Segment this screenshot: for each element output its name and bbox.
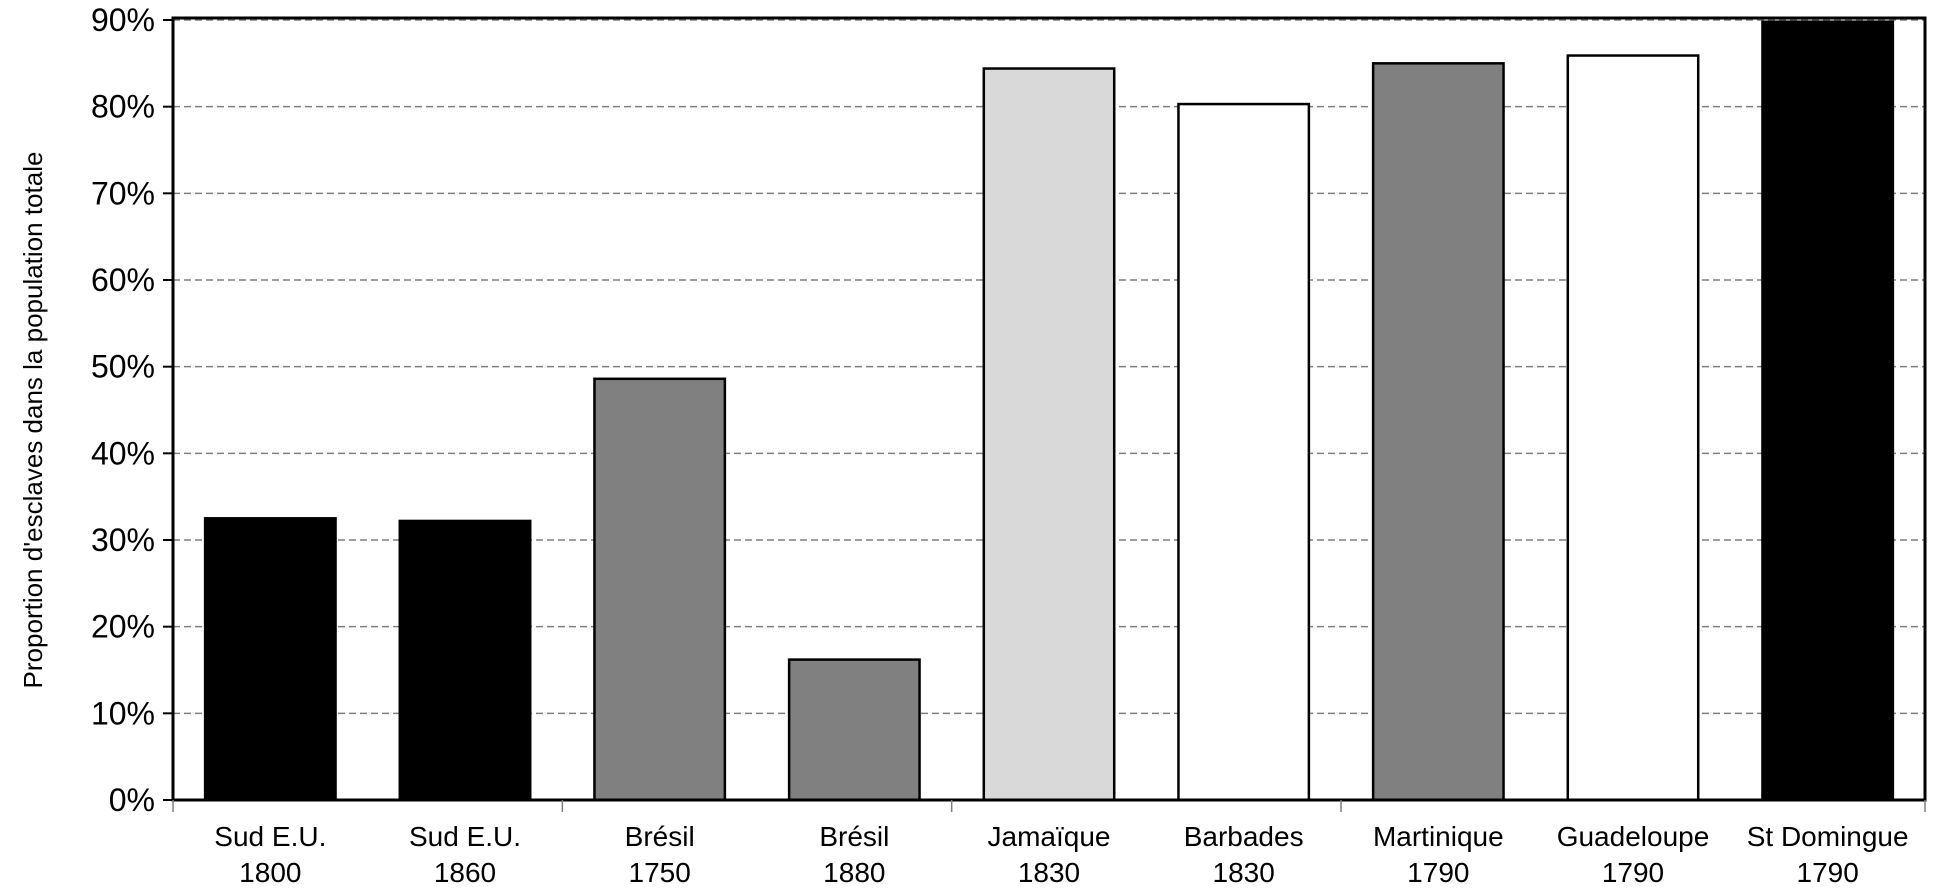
x-tick-label: 1830: [1213, 857, 1275, 888]
y-tick-label: 30%: [91, 522, 155, 558]
x-tick-label: 1790: [1407, 857, 1469, 888]
x-tick-label: 1800: [239, 857, 301, 888]
y-tick-label: 0%: [109, 782, 155, 818]
bar: [1177, 102, 1311, 802]
x-tick-label: St Domingue: [1747, 821, 1909, 852]
plot-area-border: [171, 16, 1927, 802]
x-tick-label: 1750: [629, 857, 691, 888]
y-tick-label: 50%: [91, 349, 155, 385]
y-tick-label: 40%: [91, 435, 155, 471]
x-tick-label: 1860: [434, 857, 496, 888]
x-tick-label: Jamaïque: [988, 821, 1111, 852]
x-tick-label: 1880: [823, 857, 885, 888]
x-tick-label: Barbades: [1184, 821, 1304, 852]
bar: [982, 67, 1116, 802]
bar: [1761, 20, 1895, 802]
x-tick-label: Guadeloupe: [1557, 821, 1710, 852]
bar: [398, 519, 532, 802]
y-tick-labels: 0% 10% 20% 30% 40% 50% 60% 70% 80% 90%: [91, 2, 155, 818]
bar: [1566, 54, 1700, 802]
x-tick-label: 1790: [1797, 857, 1859, 888]
x-tick-label: 1830: [1018, 857, 1080, 888]
y-tick-label: 90%: [91, 2, 155, 38]
y-tick-label: 10%: [91, 695, 155, 731]
x-tick-labels: Sud E.U. 1800 Sud E.U. 1860 Brésil 1750 Brésil…: [214, 821, 1908, 888]
x-tick-label: Brésil: [819, 821, 889, 852]
bar: [787, 658, 921, 802]
y-axis-label: Proportion d'esclaves dans la population…: [18, 152, 48, 689]
y-tick-label: 60%: [91, 262, 155, 298]
axes: [171, 16, 1927, 812]
bar: [203, 517, 337, 802]
y-tick-label: 70%: [91, 175, 155, 211]
y-tick-label: 80%: [91, 89, 155, 125]
x-tick-label: Sud E.U.: [214, 821, 326, 852]
x-tick-label: Sud E.U.: [409, 821, 521, 852]
y-tick-label: 20%: [91, 609, 155, 645]
x-tick-label: 1790: [1602, 857, 1664, 888]
bar: [1371, 62, 1505, 802]
bar: [593, 377, 727, 802]
x-tick-label: Martinique: [1373, 821, 1504, 852]
x-tick-label: Brésil: [625, 821, 695, 852]
bars: [203, 20, 1895, 802]
